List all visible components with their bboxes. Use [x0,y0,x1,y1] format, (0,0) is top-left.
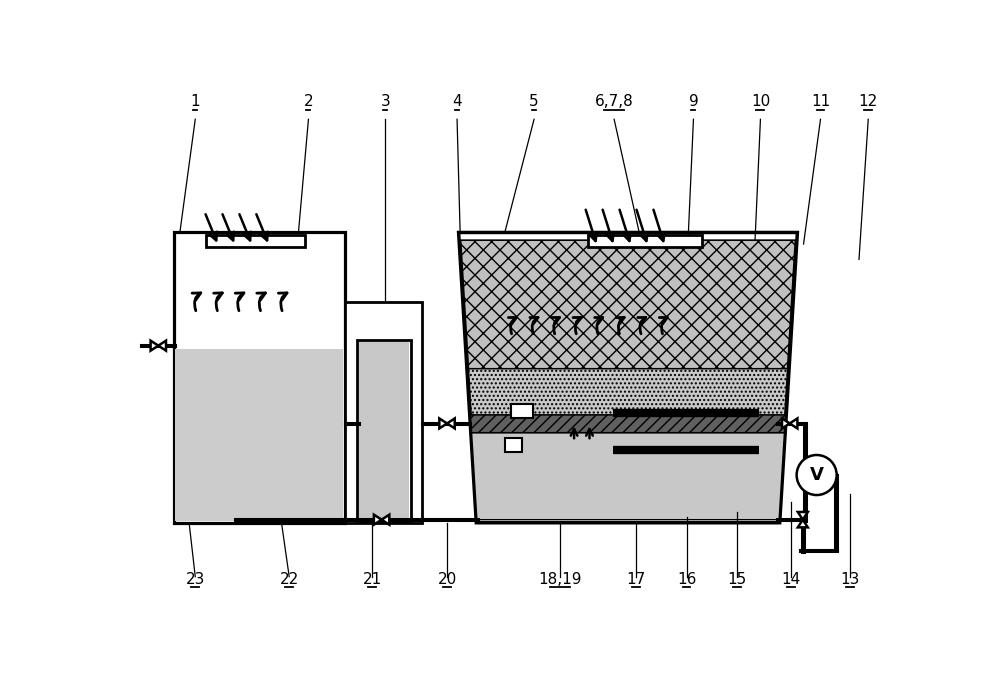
Text: 14: 14 [782,571,801,587]
Text: 3: 3 [381,94,390,109]
Text: 20: 20 [437,571,457,587]
Polygon shape [439,418,447,429]
Text: 15: 15 [728,571,747,587]
Polygon shape [588,235,702,247]
Polygon shape [505,438,522,452]
Text: 9: 9 [689,94,698,109]
Text: 23: 23 [186,571,205,587]
Polygon shape [782,418,790,429]
Circle shape [797,455,837,495]
Polygon shape [345,302,422,523]
Text: 17: 17 [626,571,645,587]
Polygon shape [174,233,345,523]
Text: 2: 2 [304,94,313,109]
Polygon shape [374,514,382,525]
Text: V: V [810,466,824,484]
Polygon shape [382,514,389,525]
Polygon shape [357,340,411,521]
Polygon shape [511,404,533,418]
Text: 6,7,8: 6,7,8 [595,94,634,109]
Text: 10: 10 [751,94,770,109]
Text: 18,19: 18,19 [538,571,582,587]
Polygon shape [158,341,166,351]
Polygon shape [459,233,797,523]
Text: 1: 1 [190,94,200,109]
Polygon shape [447,418,455,429]
Text: 16: 16 [677,571,696,587]
Text: 22: 22 [280,571,299,587]
Polygon shape [790,418,797,429]
Polygon shape [472,433,784,520]
Polygon shape [461,240,795,369]
Polygon shape [798,512,808,520]
Text: 13: 13 [840,571,859,587]
Text: 11: 11 [811,94,830,109]
Polygon shape [798,520,808,528]
Polygon shape [175,348,343,521]
Text: 12: 12 [859,94,878,109]
Polygon shape [151,341,158,351]
Polygon shape [468,369,788,415]
Text: 21: 21 [363,571,382,587]
Polygon shape [358,342,409,520]
Text: 5: 5 [529,94,539,109]
Text: 4: 4 [452,94,462,109]
Polygon shape [471,415,785,433]
Polygon shape [206,235,305,247]
